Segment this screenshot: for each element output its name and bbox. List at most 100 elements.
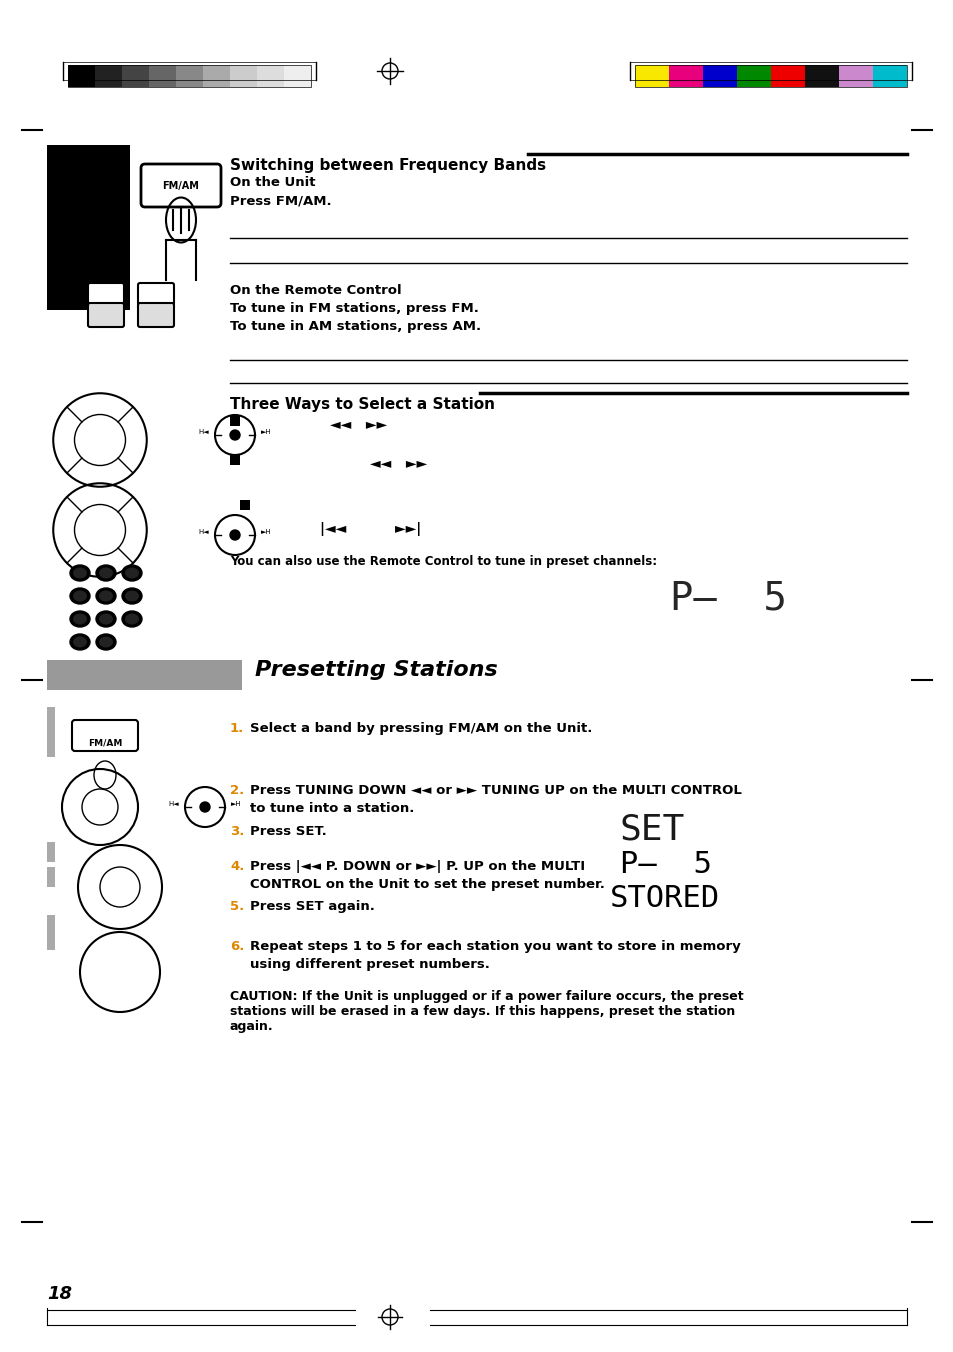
Text: You can also use the Remote Control to tune in preset channels:: You can also use the Remote Control to t… — [230, 556, 657, 568]
Ellipse shape — [99, 637, 112, 648]
Text: |◄◄          ►►|: |◄◄ ►►| — [319, 522, 421, 535]
Ellipse shape — [99, 591, 112, 602]
Text: SET: SET — [619, 813, 684, 846]
Ellipse shape — [70, 634, 90, 650]
Bar — [47, 707, 55, 757]
Bar — [95, 65, 122, 87]
Text: to tune into a station.: to tune into a station. — [250, 802, 414, 815]
Ellipse shape — [99, 568, 112, 579]
Text: 2.: 2. — [230, 784, 244, 796]
Text: Select a band by pressing FM/AM on the Unit.: Select a band by pressing FM/AM on the U… — [250, 722, 592, 735]
Text: Press SET.: Press SET. — [250, 825, 327, 838]
Bar — [838, 65, 872, 87]
Text: Press TUNING DOWN ◄◄ or ►► TUNING UP on the MULTI CONTROL: Press TUNING DOWN ◄◄ or ►► TUNING UP on … — [250, 784, 741, 796]
Text: H◄: H◄ — [198, 429, 209, 435]
Bar — [240, 500, 250, 510]
FancyBboxPatch shape — [88, 283, 124, 306]
FancyBboxPatch shape — [138, 303, 173, 327]
Text: 6.: 6. — [230, 940, 244, 953]
Text: CAUTION: If the Unit is unplugged or if a power failure occurs, the preset
stati: CAUTION: If the Unit is unplugged or if … — [230, 990, 742, 1033]
Bar — [635, 65, 668, 87]
Ellipse shape — [99, 614, 112, 625]
Bar — [804, 65, 838, 87]
Text: CONTROL on the Unit to set the preset number.: CONTROL on the Unit to set the preset nu… — [250, 877, 604, 891]
Ellipse shape — [73, 614, 87, 625]
Text: FM/AM: FM/AM — [88, 738, 122, 748]
Bar — [770, 65, 804, 87]
Bar — [635, 65, 906, 87]
Text: Press SET again.: Press SET again. — [250, 900, 375, 913]
Bar — [702, 65, 737, 87]
Text: 5.: 5. — [230, 900, 244, 913]
Text: ►H: ►H — [261, 429, 272, 435]
Text: using different preset numbers.: using different preset numbers. — [250, 959, 489, 971]
Ellipse shape — [125, 568, 139, 579]
Bar — [175, 65, 203, 87]
Bar — [230, 456, 240, 465]
Ellipse shape — [96, 634, 116, 650]
Bar — [68, 65, 311, 87]
Bar — [256, 65, 284, 87]
Text: ►H: ►H — [231, 800, 241, 807]
Bar — [47, 867, 55, 887]
Bar — [737, 65, 770, 87]
Ellipse shape — [73, 591, 87, 602]
Bar — [47, 660, 242, 690]
Bar — [47, 915, 55, 950]
Bar — [203, 65, 230, 87]
Ellipse shape — [70, 611, 90, 627]
Ellipse shape — [73, 637, 87, 648]
Text: 1.: 1. — [230, 722, 244, 735]
Text: FM/AM: FM/AM — [162, 181, 199, 191]
Bar — [122, 65, 149, 87]
FancyBboxPatch shape — [88, 303, 124, 327]
Bar — [872, 65, 906, 87]
Text: To tune in FM stations, press FM.: To tune in FM stations, press FM. — [230, 301, 478, 315]
Text: Three Ways to Select a Station: Three Ways to Select a Station — [230, 397, 495, 412]
Ellipse shape — [125, 591, 139, 602]
Ellipse shape — [70, 588, 90, 604]
Bar — [230, 416, 240, 426]
Circle shape — [230, 530, 240, 539]
Bar — [284, 65, 311, 87]
FancyBboxPatch shape — [71, 721, 138, 750]
Circle shape — [230, 430, 240, 439]
Ellipse shape — [122, 565, 142, 581]
Bar — [149, 65, 175, 87]
Ellipse shape — [70, 565, 90, 581]
Bar — [230, 65, 256, 87]
Ellipse shape — [96, 565, 116, 581]
Ellipse shape — [96, 588, 116, 604]
Text: Switching between Frequency Bands: Switching between Frequency Bands — [230, 158, 545, 173]
Text: To tune in AM stations, press AM.: To tune in AM stations, press AM. — [230, 320, 480, 333]
Text: ◄◄   ►►: ◄◄ ►► — [330, 418, 387, 433]
Text: P–  5: P– 5 — [619, 850, 711, 879]
Text: ◄◄   ►►: ◄◄ ►► — [370, 457, 427, 470]
Text: H◄: H◄ — [198, 529, 209, 535]
Text: On the Unit: On the Unit — [230, 176, 315, 189]
Text: 18: 18 — [47, 1284, 71, 1303]
Text: Presetting Stations: Presetting Stations — [254, 660, 497, 680]
FancyBboxPatch shape — [138, 283, 173, 306]
Text: Repeat steps 1 to 5 for each station you want to store in memory: Repeat steps 1 to 5 for each station you… — [250, 940, 740, 953]
Text: H◄: H◄ — [168, 800, 179, 807]
Text: 4.: 4. — [230, 860, 244, 873]
Ellipse shape — [125, 614, 139, 625]
Text: 3.: 3. — [230, 825, 244, 838]
Text: P–  5: P– 5 — [669, 580, 786, 618]
FancyBboxPatch shape — [141, 164, 221, 207]
Ellipse shape — [73, 568, 87, 579]
Ellipse shape — [122, 611, 142, 627]
Text: Press FM/AM.: Press FM/AM. — [230, 193, 332, 207]
Text: STORED: STORED — [609, 884, 720, 913]
Bar — [68, 65, 95, 87]
Text: On the Remote Control: On the Remote Control — [230, 284, 401, 297]
Bar — [668, 65, 702, 87]
Ellipse shape — [122, 588, 142, 604]
Circle shape — [200, 802, 210, 813]
Bar — [47, 145, 130, 310]
Text: ►H: ►H — [261, 529, 272, 535]
Bar — [47, 842, 55, 863]
Text: Press |◄◄ P. DOWN or ►►| P. UP on the MULTI: Press |◄◄ P. DOWN or ►►| P. UP on the MU… — [250, 860, 584, 873]
Ellipse shape — [96, 611, 116, 627]
